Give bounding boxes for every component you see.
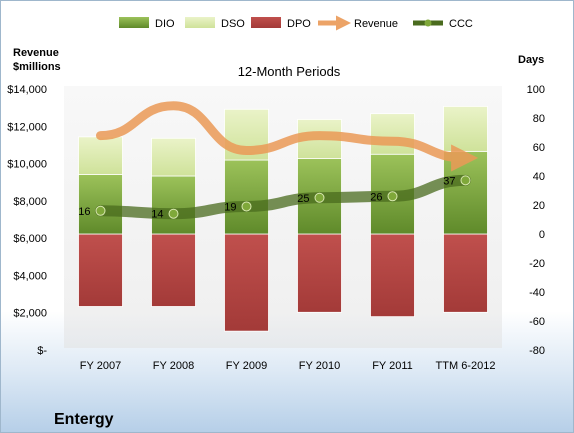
dio-bar — [224, 159, 269, 235]
dpo-bar — [151, 233, 196, 307]
right-tick-label: 20 — [533, 200, 545, 212]
right-tick-label: 0 — [539, 229, 545, 241]
legend-marker — [424, 19, 432, 27]
x-axis: FY 2007 FY 2008 FY 2009 FY 2010 FY 2011 TTM 6… — [80, 360, 496, 372]
legend-label: DPO — [287, 18, 311, 30]
dso-bar — [370, 113, 415, 155]
dso-bar — [151, 137, 196, 177]
legend-swatch — [119, 17, 149, 28]
left-tick-label: $10,000 — [7, 159, 47, 171]
dpo-bar — [224, 233, 269, 332]
left-tick-label: $4,000 — [13, 270, 47, 282]
right-axis-label: Days — [518, 54, 544, 66]
ccc-data-label: 14 — [151, 209, 163, 221]
legend-label: Revenue — [354, 18, 398, 30]
ccc-point — [241, 201, 252, 212]
right-tick-label: -60 — [529, 316, 545, 328]
chart-title: 12-Month Periods — [238, 64, 341, 79]
dio-bar — [151, 175, 196, 235]
right-tick-label: -80 — [529, 345, 545, 357]
category-label: FY 2007 — [80, 360, 121, 372]
ccc-data-label: 16 — [78, 206, 90, 218]
legend-label: DSO — [221, 18, 245, 30]
dpo-bar — [370, 233, 415, 318]
dpo-bar — [443, 233, 488, 313]
left-tick-label: $14,000 — [7, 84, 47, 96]
left-tick-label: $12,000 — [7, 121, 47, 133]
company-name: Entergy — [54, 411, 114, 428]
right-tick-label: -40 — [529, 287, 545, 299]
category-label: FY 2011 — [372, 360, 413, 372]
left-tick-label: $6,000 — [13, 233, 47, 245]
left-axis-label-line2: $millions — [13, 61, 61, 73]
ccc-point — [168, 208, 179, 219]
ccc-data-label: 19 — [224, 201, 236, 213]
revenue-layer — [96, 101, 479, 172]
right-axis: -80 -60 -40 -20 0 20 40 60 80 100 — [527, 84, 545, 357]
dso-bar — [443, 106, 488, 152]
left-tick-label: $8,000 — [13, 196, 47, 208]
category-label: FY 2008 — [153, 360, 194, 372]
right-tick-label: -20 — [529, 258, 545, 270]
category-label: TTM 6-2012 — [436, 360, 496, 372]
left-axis: $- $2,000 $4,000 $6,000 $8,000 $10,000 $12,000… — [7, 84, 47, 357]
category-label: FY 2010 — [299, 360, 340, 372]
left-tick-label: $- — [37, 345, 47, 357]
legend-label: CCC — [449, 18, 473, 30]
bar-layer — [78, 106, 488, 332]
ccc-point — [387, 191, 398, 202]
dpo-bar — [297, 233, 342, 313]
left-axis-label-line1: Revenue — [13, 47, 59, 59]
legend-swatch — [251, 17, 281, 28]
right-tick-label: 100 — [527, 84, 545, 96]
legend-swatch — [185, 17, 215, 28]
ccc-data-label: 25 — [297, 193, 309, 205]
dpo-bar — [78, 233, 123, 307]
right-tick-label: 40 — [533, 171, 545, 183]
left-tick-label: $2,000 — [13, 308, 47, 320]
ccc-line — [95, 174, 471, 220]
right-tick-label: 80 — [533, 113, 545, 125]
legend-label: DIO — [155, 18, 175, 30]
dso-bar — [78, 136, 123, 175]
ccc-point — [314, 192, 325, 203]
ccc-data-label: 37 — [443, 175, 455, 187]
category-label: FY 2009 — [226, 360, 267, 372]
dio-bar — [443, 150, 488, 235]
revenue-line — [96, 101, 479, 172]
right-tick-label: 60 — [533, 142, 545, 154]
ccc-layer: 16 14 19 25 26 37 — [78, 174, 471, 221]
legend: DIO DSO DPO Revenue CCC — [119, 15, 473, 31]
dio-bar — [78, 174, 123, 235]
ccc-point — [460, 175, 471, 186]
ccc-point — [95, 205, 106, 216]
ccc-data-label: 26 — [370, 191, 382, 203]
